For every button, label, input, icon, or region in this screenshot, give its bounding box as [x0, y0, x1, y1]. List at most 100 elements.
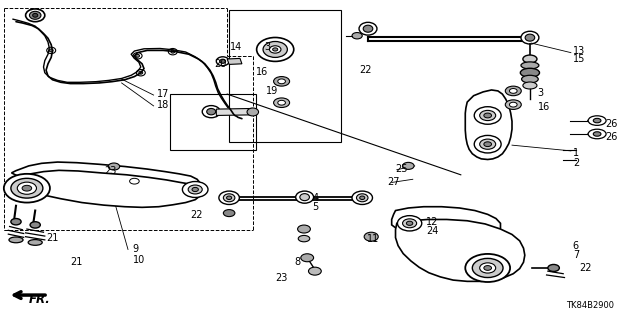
Ellipse shape	[588, 129, 606, 139]
Ellipse shape	[133, 53, 142, 59]
Ellipse shape	[521, 31, 539, 44]
Text: 8: 8	[294, 256, 301, 267]
Text: 3: 3	[538, 87, 544, 98]
Ellipse shape	[220, 59, 225, 63]
Ellipse shape	[364, 25, 372, 32]
Ellipse shape	[509, 102, 517, 107]
Ellipse shape	[274, 98, 290, 108]
Text: 2: 2	[573, 158, 579, 168]
Text: 23: 23	[104, 166, 116, 176]
Ellipse shape	[465, 254, 510, 282]
Ellipse shape	[300, 194, 310, 201]
Ellipse shape	[474, 107, 501, 124]
Text: 9: 9	[132, 244, 139, 254]
Ellipse shape	[509, 88, 517, 93]
Ellipse shape	[506, 86, 521, 96]
Ellipse shape	[397, 216, 422, 231]
Ellipse shape	[11, 178, 43, 198]
Ellipse shape	[522, 75, 538, 83]
Ellipse shape	[269, 46, 281, 53]
Ellipse shape	[406, 221, 413, 225]
Text: 22: 22	[579, 263, 592, 273]
Ellipse shape	[216, 57, 229, 66]
Ellipse shape	[257, 38, 294, 62]
Ellipse shape	[28, 240, 42, 245]
Text: 27: 27	[387, 177, 400, 187]
Ellipse shape	[223, 210, 235, 217]
Ellipse shape	[480, 263, 496, 273]
Ellipse shape	[484, 142, 492, 147]
Ellipse shape	[227, 196, 232, 200]
Ellipse shape	[523, 82, 537, 89]
Ellipse shape	[136, 70, 145, 76]
Ellipse shape	[136, 54, 140, 57]
Ellipse shape	[403, 219, 417, 228]
Ellipse shape	[593, 132, 601, 136]
Text: 3: 3	[264, 42, 271, 52]
Ellipse shape	[129, 178, 140, 184]
Text: 11: 11	[367, 234, 379, 244]
Polygon shape	[12, 162, 200, 194]
Text: 10: 10	[132, 255, 145, 265]
Ellipse shape	[263, 41, 287, 57]
Polygon shape	[465, 90, 512, 160]
Ellipse shape	[296, 191, 314, 203]
Text: 4: 4	[312, 193, 319, 203]
Ellipse shape	[403, 162, 414, 169]
Text: 7: 7	[573, 249, 579, 260]
Ellipse shape	[484, 113, 492, 118]
Text: 5: 5	[312, 202, 319, 212]
Ellipse shape	[588, 116, 606, 125]
Ellipse shape	[352, 33, 362, 39]
Ellipse shape	[593, 118, 601, 123]
Ellipse shape	[108, 163, 120, 170]
Ellipse shape	[139, 71, 143, 74]
Ellipse shape	[525, 34, 534, 41]
Ellipse shape	[182, 182, 208, 197]
Text: 20: 20	[214, 59, 227, 69]
Text: 26: 26	[605, 119, 617, 130]
Ellipse shape	[26, 9, 45, 22]
Text: 25: 25	[395, 164, 408, 174]
Ellipse shape	[219, 191, 239, 204]
Text: 15: 15	[573, 54, 585, 64]
Ellipse shape	[171, 50, 175, 53]
Ellipse shape	[33, 13, 38, 17]
Ellipse shape	[364, 232, 378, 241]
Polygon shape	[216, 108, 253, 115]
Text: 16: 16	[538, 102, 550, 112]
Ellipse shape	[474, 136, 501, 153]
Text: 22: 22	[190, 210, 203, 220]
Text: 19: 19	[266, 86, 278, 96]
Ellipse shape	[356, 194, 368, 202]
Text: 21: 21	[46, 233, 58, 243]
Polygon shape	[396, 219, 525, 281]
Ellipse shape	[359, 22, 377, 35]
Ellipse shape	[308, 267, 321, 275]
Ellipse shape	[506, 100, 521, 109]
Polygon shape	[392, 207, 500, 239]
Text: 14: 14	[230, 42, 242, 52]
Ellipse shape	[188, 185, 202, 194]
Ellipse shape	[168, 48, 177, 55]
Bar	[170, 94, 256, 150]
Ellipse shape	[273, 48, 278, 51]
Polygon shape	[227, 58, 242, 64]
Text: 18: 18	[157, 100, 169, 110]
Ellipse shape	[47, 47, 56, 54]
Ellipse shape	[301, 254, 314, 262]
Ellipse shape	[4, 174, 50, 203]
Ellipse shape	[521, 62, 539, 69]
Text: FR.: FR.	[29, 293, 51, 306]
Ellipse shape	[207, 108, 216, 115]
Ellipse shape	[480, 110, 496, 121]
Ellipse shape	[278, 100, 285, 105]
Ellipse shape	[29, 11, 41, 19]
Text: 26: 26	[605, 132, 617, 142]
Ellipse shape	[9, 237, 23, 243]
Text: 23: 23	[275, 272, 287, 283]
Polygon shape	[10, 170, 202, 207]
Ellipse shape	[202, 106, 220, 118]
Text: 6: 6	[573, 241, 579, 251]
Text: TK84B2900: TK84B2900	[566, 301, 614, 310]
